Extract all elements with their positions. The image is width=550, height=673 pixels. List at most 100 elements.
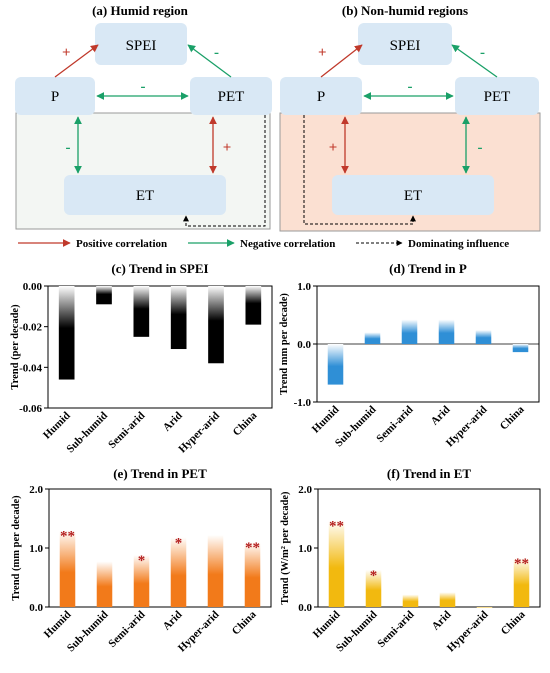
bar-hyper-arid <box>476 607 493 608</box>
bar-arid <box>438 319 455 344</box>
diagram-b-title: (b) Non-humid regions <box>342 3 468 18</box>
diagram-humid: (a) Humid region SPEI P PET ET + - - - + <box>15 3 272 230</box>
node-et <box>64 175 226 215</box>
node-p-label: P <box>317 89 325 105</box>
y-tick-label: 0.0 <box>29 602 43 614</box>
bar-humid <box>327 344 344 385</box>
y-axis-label: Trend mm per decade) <box>279 293 290 395</box>
chart-title: (e) Trend in PET <box>113 466 207 481</box>
chart-title: (f) Trend in ET <box>387 466 471 481</box>
y-tick-label: 2.0 <box>29 484 43 496</box>
bar-semi-arid <box>133 286 150 337</box>
significance-mark: ** <box>514 556 529 572</box>
chart-0: (c) Trend in SPEI 0.00 -0.02 -0.04 -0.06 Tren… <box>10 261 273 456</box>
diagram-nonhumid: (b) Non-humid regions SPEI P PET ET + - … <box>279 3 541 232</box>
plot-frame <box>47 285 273 409</box>
bar-china <box>513 558 530 607</box>
significance-mark: * <box>370 568 378 584</box>
y-tick-label: 0.00 <box>23 281 43 293</box>
sign-p-et: + <box>329 140 338 156</box>
sign-pet-spei: - <box>214 45 219 61</box>
x-tick-label: China <box>231 409 260 438</box>
bar-hyper-arid <box>208 286 224 364</box>
sign-p-pet: - <box>141 79 146 95</box>
bar-hyper-arid <box>207 535 224 607</box>
x-tick-label: Semi-arid <box>375 609 416 650</box>
x-tick-label: China <box>499 608 528 637</box>
chart-title: (d) Trend in P <box>389 261 467 276</box>
y-tick-label: 1.0 <box>29 543 43 555</box>
chart-3: (f) Trend in ET 2.0 1.0 0.0 Trend (W/m² per … <box>280 466 541 654</box>
significance-mark: ** <box>60 528 75 544</box>
node-pet <box>455 77 539 115</box>
bar-sub-humid <box>364 332 381 344</box>
sign-pet-et: - <box>478 140 483 156</box>
x-tick-label: Humid <box>310 404 342 436</box>
node-pet-label: PET <box>484 89 511 105</box>
legend-positive-label: Positive correlation <box>76 238 167 250</box>
arrow-pet-spei <box>187 44 232 78</box>
bar-sub-humid <box>365 569 382 607</box>
bar-arid <box>170 286 187 350</box>
legend-dominating-label: Dominating influence <box>408 238 509 250</box>
bar-sub-humid <box>96 561 113 607</box>
sign-p-spei: + <box>318 45 327 61</box>
y-tick-label: -0.06 <box>19 403 42 415</box>
bar-china <box>512 344 529 353</box>
plot-frame <box>317 488 541 608</box>
x-tick-label: Humid <box>311 609 343 641</box>
x-tick-label: Semi-arid <box>374 404 415 445</box>
x-tick-label: China <box>230 608 259 637</box>
y-tick-label: 0.0 <box>297 339 311 351</box>
significance-mark: ** <box>245 540 260 556</box>
x-tick-label: Arid <box>429 404 453 428</box>
sign-p-spei: + <box>62 45 71 61</box>
node-pet <box>190 77 272 115</box>
node-spei-label: SPEI <box>390 38 421 54</box>
sign-pet-et: + <box>223 140 232 156</box>
bar-hyper-arid <box>475 330 492 344</box>
x-tick-label: Humid <box>41 410 73 442</box>
x-tick-label: Arid <box>430 609 454 633</box>
chart-2: (e) Trend in PET 2.0 1.0 0.0 Trend (mm per d… <box>11 466 272 654</box>
chart-1: (d) Trend in P 1.0 0.0 -1.0 Trend mm per dec… <box>279 261 540 449</box>
y-tick-label: -1.0 <box>294 397 312 409</box>
y-tick-label: 0.0 <box>298 602 312 614</box>
x-tick-label: Arid <box>161 410 185 434</box>
y-tick-label: -0.04 <box>19 362 42 374</box>
dominating-arrow-humid <box>183 115 266 227</box>
bar-semi-arid <box>401 319 418 344</box>
x-tick-label: Sub-humid <box>64 410 110 456</box>
legend-negative-label: Negative correlation <box>240 238 335 250</box>
bar-humid <box>59 530 76 607</box>
x-tick-label: Arid <box>161 609 185 633</box>
node-spei-label: SPEI <box>126 38 157 54</box>
sign-pet-spei: - <box>480 45 485 61</box>
x-tick-label: Semi-arid <box>106 410 147 451</box>
significance-mark: ** <box>329 518 344 534</box>
y-tick-label: -0.02 <box>19 322 42 334</box>
bar-china <box>244 542 261 607</box>
significance-mark: * <box>175 535 183 551</box>
x-tick-label: Semi-arid <box>106 609 147 650</box>
node-p-label: P <box>51 89 59 105</box>
x-tick-label: Humid <box>42 609 74 641</box>
node-p <box>15 77 95 115</box>
y-axis-label: Trend (per decade) <box>10 304 21 390</box>
node-spei <box>95 23 187 65</box>
arrow-p-spei <box>320 44 363 78</box>
sign-p-et: - <box>66 140 71 156</box>
x-tick-label: China <box>498 403 527 432</box>
y-tick-label: 2.0 <box>298 484 312 496</box>
node-spei <box>358 23 452 65</box>
bar-sub-humid <box>96 286 112 305</box>
bar-arid <box>439 592 456 607</box>
bar-semi-arid <box>133 555 150 607</box>
y-tick-label: 1.0 <box>297 281 311 293</box>
node-et-label: ET <box>136 188 154 204</box>
node-pet-label: PET <box>218 89 245 105</box>
node-et <box>332 175 494 215</box>
bar-china <box>245 286 262 325</box>
arrow-p-spei <box>54 44 99 78</box>
